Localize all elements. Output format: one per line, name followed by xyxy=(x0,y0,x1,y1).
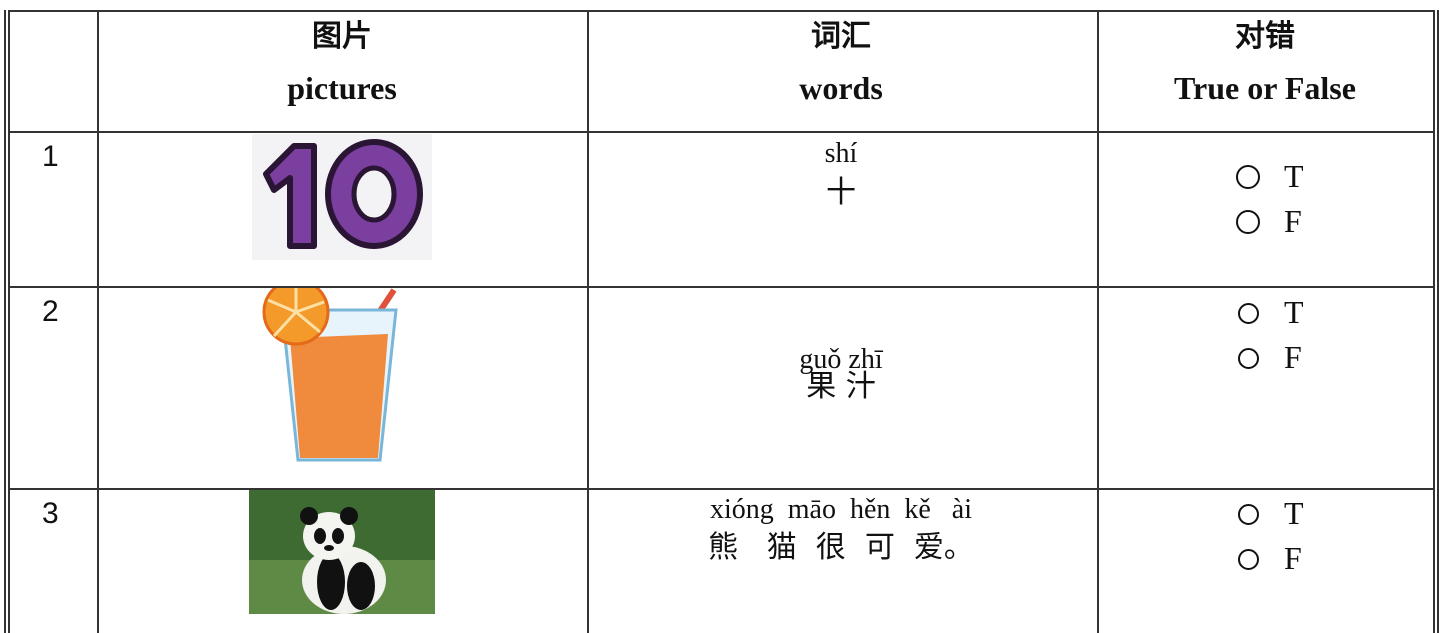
hanzi: 熊 猫 很 可 爱。 xyxy=(708,530,974,565)
option-label: T xyxy=(1284,294,1304,330)
hanzi: 十 xyxy=(826,175,856,210)
header-chinese: 图片 xyxy=(312,19,372,54)
border xyxy=(1437,10,1439,633)
border xyxy=(1433,10,1435,633)
option-label: F xyxy=(1284,540,1302,576)
row-number: 2 xyxy=(42,295,59,328)
header-english: pictures xyxy=(287,70,397,106)
option-label: F xyxy=(1284,339,1302,375)
row-number: 1 xyxy=(42,140,59,173)
border xyxy=(8,488,1434,490)
border xyxy=(8,131,1434,133)
option-circle[interactable] xyxy=(1236,165,1260,189)
header-chinese: 对错 xyxy=(1235,19,1295,54)
option-circle[interactable] xyxy=(1237,548,1259,570)
hanzi: 果 汁 xyxy=(806,369,876,404)
option-circle[interactable] xyxy=(1237,302,1259,324)
picture-ten xyxy=(252,134,432,260)
option-label: T xyxy=(1284,495,1304,531)
option-label: T xyxy=(1284,158,1304,194)
header-english: words xyxy=(799,70,883,106)
row-number: 3 xyxy=(42,497,59,530)
picture-panda xyxy=(249,490,435,614)
border xyxy=(97,10,99,633)
border xyxy=(587,10,589,633)
option-circle[interactable] xyxy=(1237,347,1259,369)
option-circle[interactable] xyxy=(1236,210,1260,234)
border xyxy=(8,286,1434,288)
border xyxy=(8,10,10,633)
pinyin: xióng māo hěn kě ài xyxy=(709,494,973,525)
pinyin: shí xyxy=(824,138,858,169)
header-chinese: 词汇 xyxy=(811,19,871,54)
header-english: True or False xyxy=(1174,70,1356,106)
border xyxy=(8,10,1434,12)
border xyxy=(4,10,6,633)
option-circle[interactable] xyxy=(1237,503,1259,525)
option-label: F xyxy=(1284,203,1302,239)
pinyin: guǒ zhī xyxy=(799,344,883,375)
picture-juice xyxy=(262,288,398,462)
border xyxy=(1097,10,1099,633)
